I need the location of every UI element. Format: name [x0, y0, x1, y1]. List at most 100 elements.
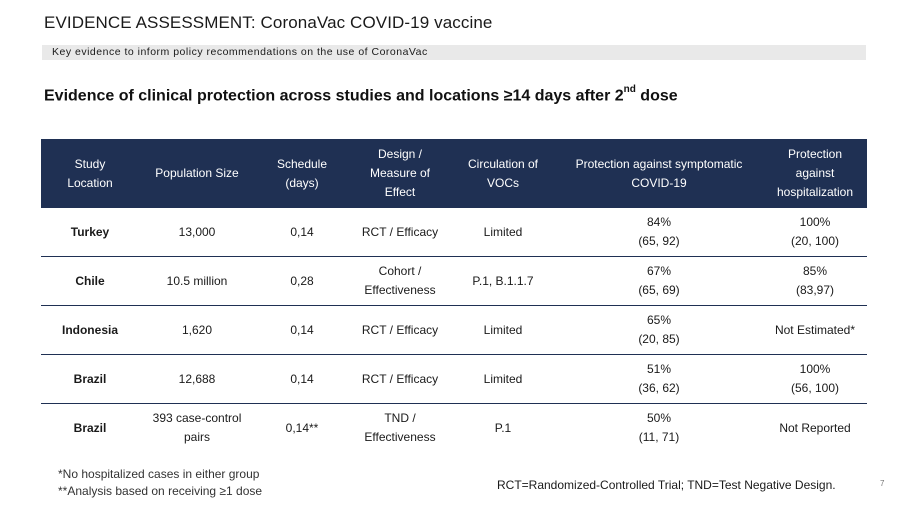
population-cell: 1,620 [139, 305, 255, 354]
hospitalization-protection-cell: Not Estimated* [763, 305, 867, 354]
column-header-line: Population Size [155, 166, 239, 180]
table-row: Chile 10.5 million 0,28 Cohort / Effectivene… [41, 256, 867, 305]
location-cell: Brazil [41, 354, 139, 403]
symptomatic-protection-cell: 51% (36, 62) [555, 354, 763, 403]
population-cell: 393 case-control pairs [139, 403, 255, 452]
hospitalization-protection-cell-line: (20, 100) [790, 234, 840, 248]
footnotes: *No hospitalized cases in either group *… [58, 466, 262, 500]
symptomatic-protection-cell: 50% (11, 71) [555, 403, 763, 452]
design-cell: RCT / Efficacy [349, 354, 451, 403]
population-cell: 12,688 [139, 354, 255, 403]
symptomatic-protection-cell-line: 51% [646, 362, 672, 376]
hospitalization-protection-cell: Not Reported [763, 403, 867, 452]
location-cell: Turkey [41, 208, 139, 256]
vocs-cell: Limited [451, 305, 555, 354]
design-cell: Cohort / Effectiveness [349, 256, 451, 305]
design-cell: RCT / Efficacy [349, 208, 451, 256]
footnote-analysis: **Analysis based on receiving ≥1 dose [58, 484, 263, 498]
location-cell: Indonesia [41, 305, 139, 354]
design-cell-line: RCT / Efficacy [361, 371, 439, 386]
symptomatic-protection-cell-line: (11, 71) [638, 430, 680, 444]
vocs-cell: Limited [451, 354, 555, 403]
section-heading-suffix: dose [635, 87, 678, 105]
section-heading-text: Evidence of clinical protection across s… [44, 87, 624, 105]
column-header-line: Location [67, 175, 113, 190]
vocs-cell: P.1 [451, 403, 555, 452]
location-cell: Chile [41, 256, 139, 305]
table-row: Turkey 13,000 0,14 RCT / Efficacy Limited 84%… [41, 208, 867, 256]
table-row: Brazil 393 case-control pairs 0,14** TND / Ef… [41, 403, 867, 452]
symptomatic-protection-cell-line: (65, 92) [638, 234, 680, 248]
subtitle-bar: Key evidence to inform policy recommenda… [42, 45, 866, 60]
column-header: Population Size [139, 139, 255, 208]
symptomatic-protection-cell: 84% (65, 92) [555, 208, 763, 256]
population-cell-line: 10.5 million [166, 273, 228, 288]
schedule-cell: 0,14 [255, 305, 349, 354]
population-cell: 13,000 [139, 208, 255, 256]
column-header: Protection against hospitalization [763, 139, 867, 208]
column-header-line: Protection [787, 147, 843, 161]
design-cell-line: RCT / Efficacy [361, 322, 439, 337]
column-header: Study Location [41, 139, 139, 208]
design-cell: RCT / Efficacy [349, 305, 451, 354]
hospitalization-protection-cell-line: 100% [799, 215, 831, 229]
symptomatic-protection-cell-line: (65, 69) [638, 283, 680, 297]
hospitalization-protection-cell: 85% (83,97) [763, 256, 867, 305]
symptomatic-protection-cell-line: (20, 85) [638, 332, 680, 346]
vocs-cell: Limited [451, 208, 555, 256]
design-cell-line: Effectiveness [364, 283, 436, 297]
table-header-row: Study Location Population Size Schedule (day… [41, 139, 867, 208]
table-row: Brazil 12,688 0,14 RCT / Efficacy Limited 51%… [41, 354, 867, 403]
population-cell-line: 13,000 [178, 224, 216, 239]
symptomatic-protection-cell: 65% (20, 85) [555, 305, 763, 354]
column-header-line: COVID-19 [631, 175, 687, 190]
column-header: Schedule (days) [255, 139, 349, 208]
design-cell: TND / Effectiveness [349, 403, 451, 452]
table-body: Turkey 13,000 0,14 RCT / Efficacy Limited 84%… [41, 208, 867, 452]
hospitalization-protection-cell: 100% (20, 100) [763, 208, 867, 256]
column-header-line: Circulation of [467, 156, 539, 171]
evidence-table: Study Location Population Size Schedule (day… [41, 139, 867, 452]
hospitalization-protection-cell: 100% (56, 100) [763, 354, 867, 403]
symptomatic-protection-cell: 67% (65, 69) [555, 256, 763, 305]
column-header-line: Protection against symptomatic [575, 156, 743, 171]
column-header-line: Study [74, 156, 106, 171]
population-cell-line: 393 case-control [152, 411, 242, 425]
section-heading-superscript: nd [623, 84, 636, 95]
symptomatic-protection-cell-line: 67% [646, 264, 672, 278]
population-cell-line: 12,688 [178, 371, 216, 386]
symptomatic-protection-cell-line: 50% [646, 411, 672, 425]
column-header-line: Effect [384, 185, 416, 199]
vocs-cell: P.1, B.1.1.7 [451, 256, 555, 305]
design-cell-line: Cohort / [378, 264, 422, 278]
symptomatic-protection-cell-line: 84% [646, 215, 672, 229]
hospitalization-protection-cell-line: Not Estimated* [774, 322, 856, 337]
schedule-cell: 0,14 [255, 354, 349, 403]
design-cell-line: Effectiveness [364, 430, 436, 444]
location-cell: Brazil [41, 403, 139, 452]
symptomatic-protection-cell-line: 65% [646, 313, 672, 327]
population-cell-line: 1,620 [181, 322, 213, 337]
column-header-line: VOCs [486, 175, 519, 190]
column-header-line: hospitalization [776, 185, 854, 199]
symptomatic-protection-cell-line: (36, 62) [638, 381, 680, 395]
column-header: Circulation of VOCs [451, 139, 555, 208]
page-title: EVIDENCE ASSESSMENT: CoronaVac COVID-19 … [44, 13, 493, 32]
section-heading: Evidence of clinical protection across s… [44, 84, 678, 105]
schedule-cell: 0,14** [255, 403, 349, 452]
population-cell: 10.5 million [139, 256, 255, 305]
column-header-line: against [795, 166, 835, 180]
population-cell-line: pairs [183, 430, 210, 444]
schedule-cell: 0,14 [255, 208, 349, 256]
page-number: 7 [880, 479, 885, 488]
hospitalization-protection-cell-line: (56, 100) [790, 381, 840, 395]
column-header-line: Design / [377, 147, 423, 161]
footnote-hospitalized: *No hospitalized cases in either group [58, 467, 260, 481]
hospitalization-protection-cell-line: 100% [799, 362, 831, 376]
hospitalization-protection-cell-line: (83,97) [795, 283, 835, 297]
column-header-line: (days) [285, 175, 319, 190]
subtitle-text: Key evidence to inform policy recommenda… [52, 46, 428, 58]
column-header-line: Measure of [369, 166, 431, 180]
column-header-line: Schedule [276, 156, 328, 171]
column-header: Protection against symptomatic COVID-19 [555, 139, 763, 208]
